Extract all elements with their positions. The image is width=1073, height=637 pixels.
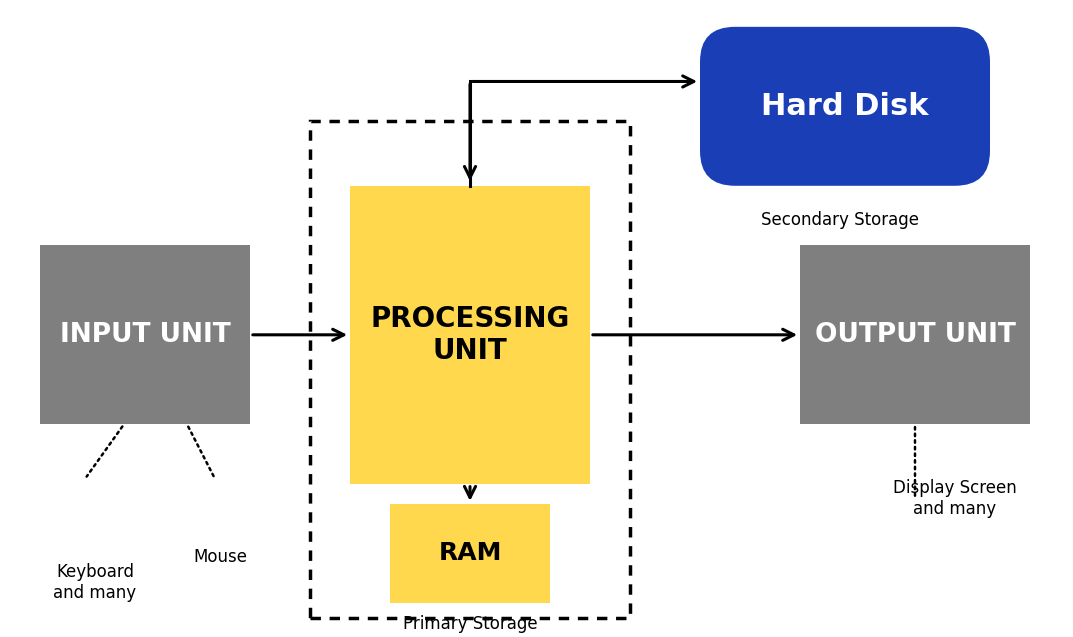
Text: Hard Disk: Hard Disk: [761, 92, 929, 121]
Text: Primary Storage: Primary Storage: [402, 615, 538, 633]
Bar: [40, 245, 250, 424]
Bar: [389, 504, 550, 603]
Text: Mouse: Mouse: [193, 548, 247, 566]
Text: PROCESSING
UNIT: PROCESSING UNIT: [370, 304, 570, 365]
Text: Keyboard
and many: Keyboard and many: [54, 563, 136, 602]
Bar: [350, 186, 590, 484]
FancyBboxPatch shape: [700, 27, 990, 186]
Text: Display Screen
and many: Display Screen and many: [893, 479, 1017, 518]
Text: Secondary Storage: Secondary Storage: [761, 211, 918, 229]
Bar: [310, 121, 630, 618]
Bar: [800, 245, 1030, 424]
Text: OUTPUT UNIT: OUTPUT UNIT: [814, 322, 1015, 348]
Text: RAM: RAM: [438, 541, 502, 566]
Text: INPUT UNIT: INPUT UNIT: [60, 322, 231, 348]
